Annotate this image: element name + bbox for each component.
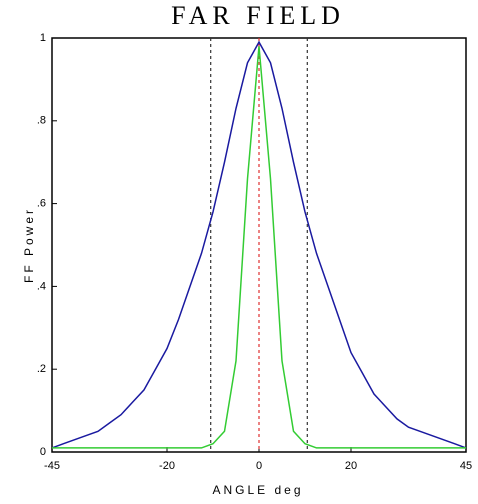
x-tick-label: 45 <box>460 460 472 472</box>
x-axis-label: ANGLE deg <box>212 483 303 497</box>
y-tick-label: .2 <box>37 363 46 375</box>
x-tick-label: 0 <box>256 460 262 472</box>
chart-title: FAR FIELD <box>171 1 345 30</box>
x-tick-label: -20 <box>159 460 175 472</box>
series-line <box>52 46 466 449</box>
y-tick-label: .8 <box>37 115 46 127</box>
series-line <box>51 40 467 449</box>
y-tick-label: .6 <box>37 198 46 210</box>
x-tick-label: -45 <box>44 460 60 472</box>
y-tick-label: 0 <box>40 446 46 458</box>
y-axis-label: FF Power <box>22 207 36 283</box>
y-tick-label: 1 <box>40 32 46 44</box>
x-tick-label: 20 <box>345 460 357 472</box>
y-tick-label: .4 <box>37 280 46 292</box>
